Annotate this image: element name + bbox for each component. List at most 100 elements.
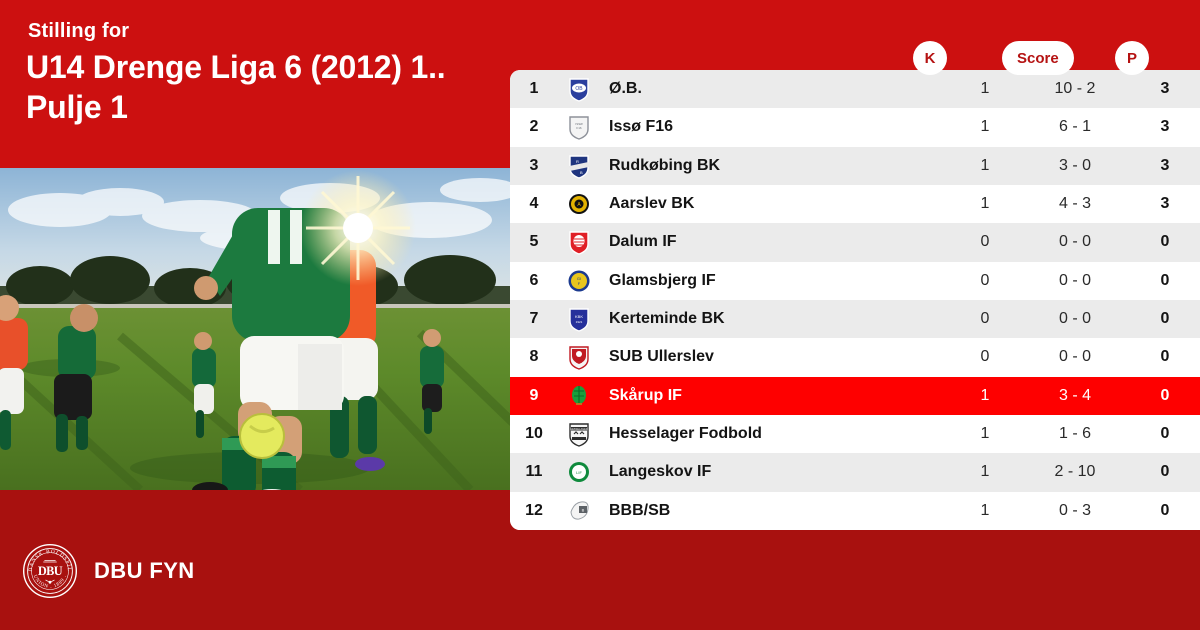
row-points: 3: [1160, 80, 1170, 98]
svg-text:ISSØ: ISSØ: [575, 122, 583, 126]
row-team-name[interactable]: Hesselager Fodbold: [609, 425, 762, 443]
row-points: 0: [1160, 425, 1170, 443]
row-points: 3: [1160, 195, 1170, 213]
club-crest-icon: [558, 229, 600, 256]
svg-text:GI: GI: [577, 276, 581, 281]
row-score: 3 - 4: [1058, 386, 1091, 404]
row-score: 2 - 10: [1054, 463, 1096, 481]
row-team-name[interactable]: Langeskov IF: [609, 463, 712, 481]
row-points: 0: [1160, 271, 1170, 289]
row-matches: 1: [980, 386, 990, 404]
row-score: 4 - 3: [1058, 195, 1091, 213]
background-player-left: [0, 295, 28, 450]
svg-text:B: B: [580, 170, 583, 175]
row-matches: 1: [980, 118, 990, 136]
row-matches: 0: [980, 271, 990, 289]
row-position: 12: [525, 501, 543, 519]
club-crest-icon: KBK 1921: [558, 306, 600, 332]
background-player-right: [420, 329, 444, 434]
row-score: 0 - 0: [1058, 348, 1091, 366]
dbu-logo-icon: DANSK BOLDSPIL UNION . 1889 . DBU: [22, 543, 78, 599]
row-matches: 1: [980, 463, 990, 481]
table-row[interactable]: 12 B BBB/SB 1 0 - 3 0: [510, 491, 1200, 530]
row-points: 0: [1160, 501, 1170, 519]
table-row[interactable]: 8 SUB SUB Ullerslev 0 0 - 0 0: [510, 338, 1200, 377]
row-score: 6 - 1: [1058, 118, 1091, 136]
column-badge-p[interactable]: P: [1115, 41, 1149, 75]
brand-lockup: DANSK BOLDSPIL UNION . 1889 . DBU DBU FY…: [22, 543, 195, 599]
row-matches: 1: [980, 80, 990, 98]
row-position: 7: [529, 310, 539, 328]
table-row[interactable]: 9 Skårup IF 1 3 - 4 0: [510, 376, 1200, 415]
svg-text:R: R: [576, 159, 579, 164]
club-crest-icon: GI F: [558, 268, 600, 294]
row-matches: 0: [980, 233, 990, 251]
column-badge-k[interactable]: K: [913, 41, 947, 75]
row-position: 5: [529, 233, 539, 251]
table-row[interactable]: 4 A Aarslev BK 1 4 - 3 3: [510, 184, 1200, 224]
row-position: 2: [529, 118, 539, 136]
row-matches: 1: [980, 156, 990, 174]
row-team-name[interactable]: SUB Ullerslev: [609, 348, 714, 366]
row-team-name[interactable]: Dalum IF: [609, 233, 677, 251]
page-title: U14 Drenge Liga 6 (2012) 1.. Pulje 1: [26, 49, 446, 125]
table-row[interactable]: 6 GI F Glamsbjerg IF 0 0 - 0 0: [510, 261, 1200, 300]
table-row[interactable]: 10 HESSELAGER Hesselager Fodbold 1 1 - 6 0: [510, 414, 1200, 454]
table-row[interactable]: 7 KBK 1921 Kerteminde BK 0 0 - 0 0: [510, 299, 1200, 339]
header-kicker: Stilling for: [28, 20, 130, 42]
row-position: 10: [525, 425, 543, 443]
table-row[interactable]: 2 ISSØ F16 Issø F16 1 6 - 1 3: [510, 108, 1200, 147]
row-score: 0 - 3: [1058, 501, 1091, 519]
row-team-name[interactable]: Issø F16: [609, 118, 674, 136]
svg-text:B: B: [582, 507, 585, 512]
table-row[interactable]: 11 LIF Langeskov IF 1 2 - 10 0: [510, 453, 1200, 492]
svg-text:DBU: DBU: [38, 564, 63, 578]
row-points: 0: [1160, 348, 1170, 366]
row-points: 0: [1160, 310, 1170, 328]
column-badge-score[interactable]: Score: [1002, 41, 1074, 75]
row-position: 3: [529, 156, 539, 174]
row-team-name[interactable]: BBB/SB: [609, 501, 671, 519]
row-matches: 1: [980, 425, 990, 443]
club-crest-icon: A: [558, 191, 600, 217]
row-team-name[interactable]: Glamsbjerg IF: [609, 271, 716, 289]
row-team-name[interactable]: Aarslev BK: [609, 195, 695, 213]
svg-text:OB: OB: [575, 86, 583, 92]
svg-text:HESSELAGER: HESSELAGER: [570, 427, 588, 431]
row-position: 9: [529, 386, 539, 404]
row-team-name[interactable]: Ø.B.: [609, 80, 642, 98]
row-team-name[interactable]: Rudkøbing BK: [609, 156, 721, 174]
table-row[interactable]: 5 Dalum IF 0 0 - 0 0: [510, 223, 1200, 262]
club-crest-icon: [558, 383, 600, 409]
table-row[interactable]: 1 OB Ø.B. 1 10 - 2 3: [510, 70, 1200, 109]
football: [239, 413, 285, 459]
club-crest-icon: OB: [558, 76, 600, 102]
row-position: 11: [525, 463, 543, 481]
row-score: 0 - 0: [1058, 271, 1091, 289]
club-crest-icon: HESSELAGER: [558, 421, 600, 447]
row-points: 3: [1160, 156, 1170, 174]
row-position: 4: [529, 195, 539, 213]
row-score: 0 - 0: [1058, 310, 1091, 328]
row-points: 0: [1160, 233, 1170, 251]
background-player-2: [54, 304, 98, 452]
row-points: 3: [1160, 118, 1170, 136]
row-position: 6: [529, 271, 539, 289]
svg-text:1921: 1921: [576, 320, 583, 324]
row-score: 3 - 0: [1058, 156, 1091, 174]
club-crest-icon: B: [558, 498, 600, 524]
row-score: 1 - 6: [1058, 425, 1091, 443]
svg-text:F: F: [578, 281, 581, 286]
row-position: 8: [529, 348, 539, 366]
brand-name: DBU FYN: [94, 558, 195, 583]
svg-text:KBK: KBK: [575, 314, 583, 319]
row-points: 0: [1160, 386, 1170, 404]
row-team-name[interactable]: Kerteminde BK: [609, 310, 725, 328]
svg-text:LIF: LIF: [576, 470, 582, 475]
row-team-name[interactable]: Skårup IF: [609, 386, 682, 404]
